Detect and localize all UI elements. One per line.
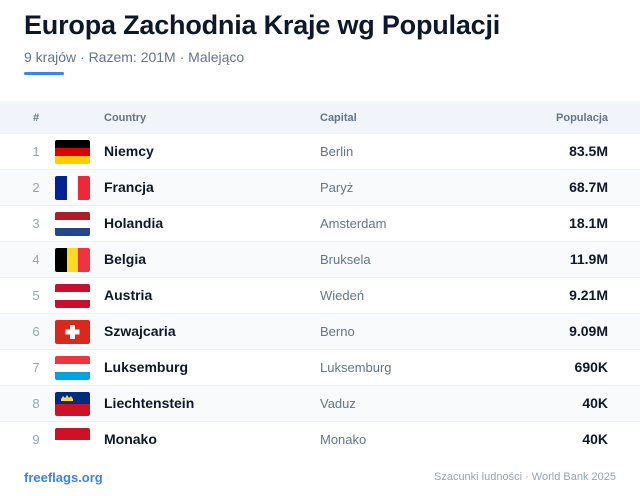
france-flag-icon [55,176,90,200]
title-accent-line [24,72,64,75]
table-row[interactable]: 1 Niemcy Berlin 83.5M [0,134,640,170]
row-population: 68.7M [569,179,608,195]
table-row[interactable]: 9 Monako Monako 40K [0,422,640,458]
row-capital: Berno [320,324,355,339]
row-population: 690K [574,359,608,375]
table-row[interactable]: 3 Holandia Amsterdam 18.1M [0,206,640,242]
row-country: Francja [104,179,154,195]
row-rank: 4 [32,252,40,267]
row-rank: 7 [32,360,40,375]
row-rank: 9 [32,432,40,447]
table-row[interactable]: 5 Austria Wiedeń 9.21M [0,278,640,314]
brand-link[interactable]: freeflags.org [24,470,103,485]
row-capital: Amsterdam [320,216,387,231]
page-subtitle: 9 krajów · Razem: 201M · Malejąco [24,49,245,65]
row-population: 40K [582,431,608,447]
switzerland-flag-icon [55,320,90,344]
row-population: 83.5M [569,143,608,159]
belgium-flag-icon [55,248,90,272]
row-population: 9.09M [569,323,608,339]
row-population: 40K [582,395,608,411]
row-country: Niemcy [104,143,154,159]
column-header-country[interactable]: Country [104,112,147,124]
germany-flag-icon [55,140,90,164]
table-row[interactable]: 7 Luksemburg Luksemburg 690K [0,350,640,386]
row-rank: 2 [32,180,40,195]
row-capital: Paryż [320,180,354,195]
row-country: Szwajcaria [104,323,176,339]
row-country: Austria [104,287,153,303]
row-population: 18.1M [569,215,608,231]
column-header-rank[interactable]: # [32,112,40,124]
table-header: # Country Capital Populacja [0,101,640,134]
row-capital: Luksemburg [320,360,392,375]
luxembourg-flag-icon [55,356,90,380]
row-capital: Bruksela [320,252,371,267]
row-rank: 8 [32,396,40,411]
population-table: # Country Capital Populacja 1 Niemcy Ber… [0,101,640,458]
page-title: Europa Zachodnia Kraje wg Populacji [24,10,501,40]
row-population: 11.9M [569,251,608,267]
table-row[interactable]: 8 Liechtenstein Vaduz 40K [0,386,640,422]
row-country: Monako [104,431,157,447]
row-country: Liechtenstein [104,395,195,411]
data-source-note: Szacunki ludności · World Bank 2025 [433,471,616,483]
table-row[interactable]: 6 Szwajcaria Berno 9.09M [0,314,640,350]
column-header-capital[interactable]: Capital [320,112,357,124]
row-population: 9.21M [569,287,608,303]
column-header-population[interactable]: Populacja [556,112,608,124]
table-row[interactable]: 2 Francja Paryż 68.7M [0,170,640,206]
austria-flag-icon [55,284,90,308]
row-rank: 6 [32,324,40,339]
row-rank: 5 [32,288,40,303]
table-row[interactable]: 4 Belgia Bruksela 11.9M [0,242,640,278]
row-country: Luksemburg [104,359,189,375]
liechtenstein-flag-icon [55,392,90,416]
row-country: Belgia [104,251,147,267]
monaco-flag-icon [55,428,90,452]
row-capital: Vaduz [320,396,356,411]
row-rank: 3 [32,216,40,231]
row-rank: 1 [32,144,40,159]
row-country: Holandia [104,215,164,231]
row-capital: Wiedeń [320,288,365,303]
row-capital: Berlin [320,144,354,159]
row-capital: Monako [320,432,367,447]
netherlands-flag-icon [55,212,90,236]
